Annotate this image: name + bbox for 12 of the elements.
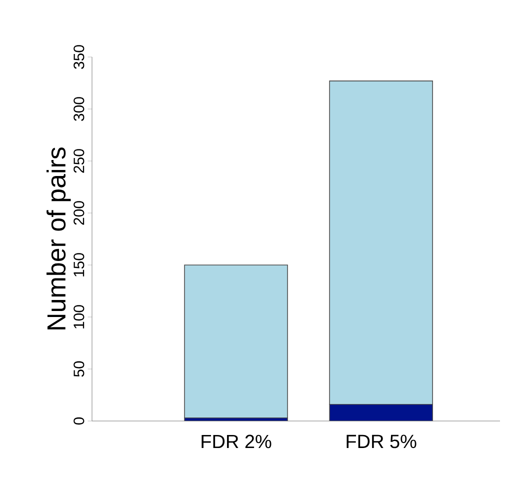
x-tick-label: FDR 5%	[346, 434, 416, 448]
y-tick-label: 300	[74, 97, 84, 121]
y-axis-title: Number of pairs	[46, 148, 71, 330]
bar	[329, 404, 433, 421]
y-tick-label: 250	[74, 149, 84, 173]
y-tick-label: 150	[74, 253, 84, 276]
y-tick-label: 350	[74, 45, 84, 69]
x-tick-label: FDR 2%	[202, 434, 272, 448]
y-tick-label: 0	[74, 417, 84, 425]
y-tick-label: 200	[74, 201, 84, 225]
y-tick-label: 100	[74, 305, 84, 328]
y-tick-label: 50	[74, 361, 84, 377]
